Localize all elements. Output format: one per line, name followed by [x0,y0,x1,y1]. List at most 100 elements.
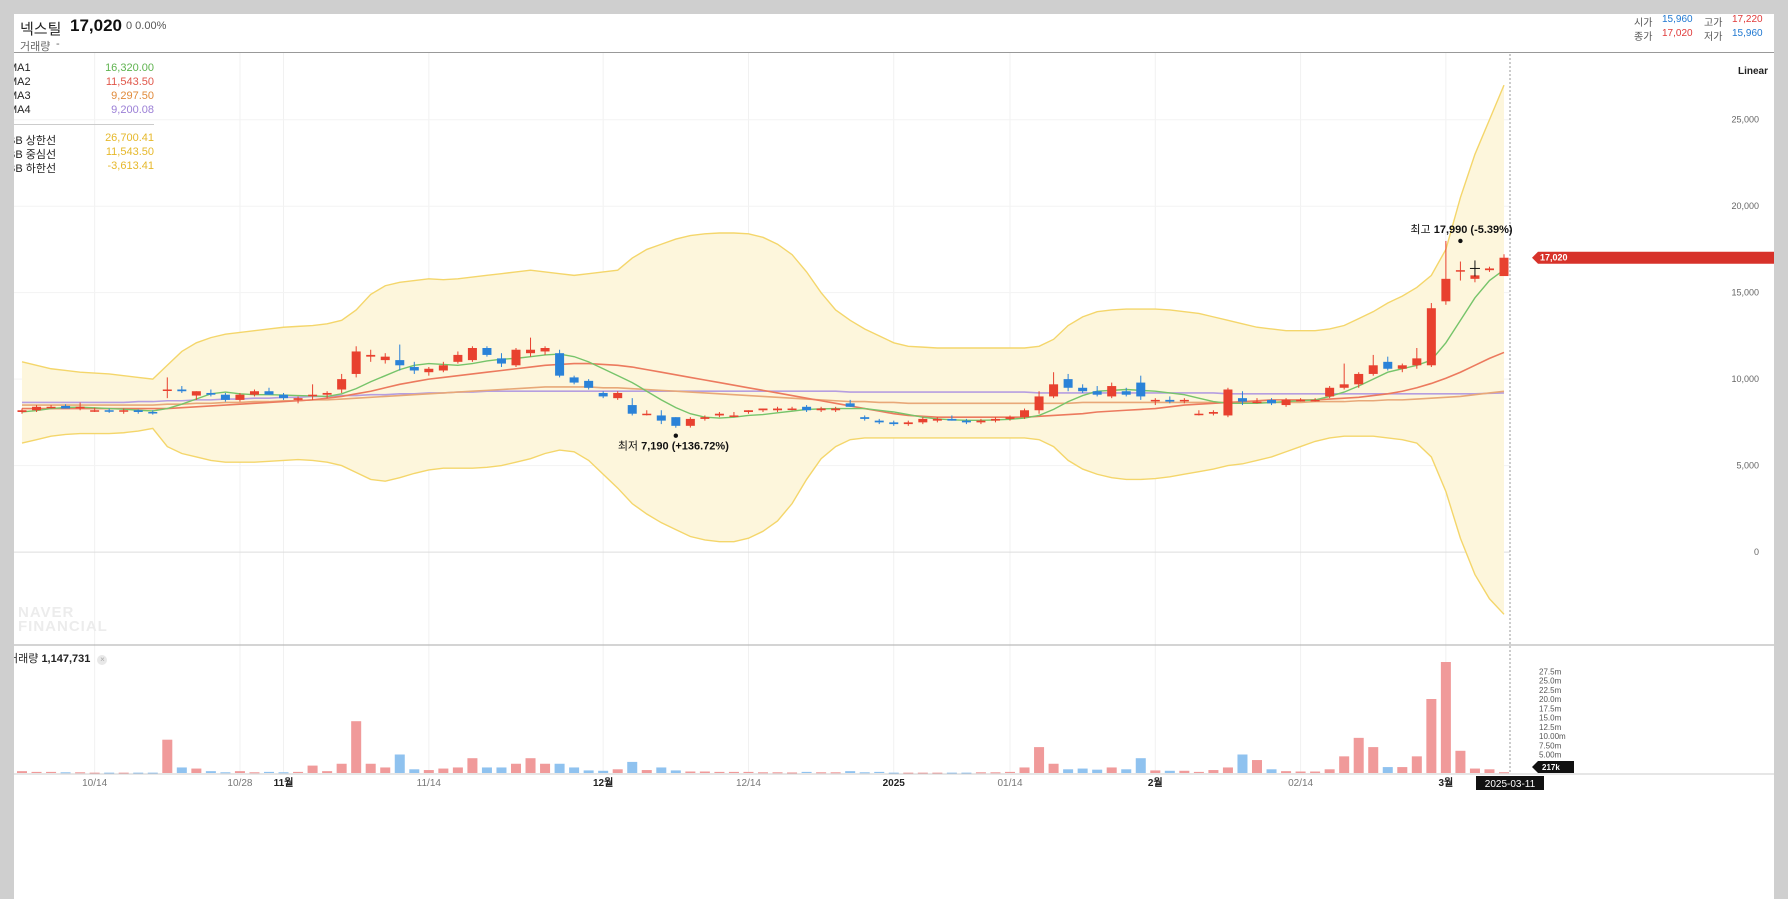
volume-bar [351,721,362,773]
stock-price: 17,020 [70,16,122,35]
high-marker [1458,238,1463,244]
volume-bar [176,767,187,773]
volume-bar [1382,767,1393,773]
volume-bar [365,763,376,773]
candle-body [308,394,318,397]
volume-bar [1310,771,1321,773]
candle-body [409,367,419,371]
candle-body [1383,361,1393,369]
chevron-down-icon: ⌄ [1772,66,1774,77]
candle-body [496,358,506,364]
volume-bar [1368,747,1379,773]
axes: 0 5,000 10,000 15,000 20,000 25,000 17,020 5.00… [14,46,1774,790]
volume-bar [714,771,725,773]
volume-bar [1208,770,1219,773]
volume-bar [467,758,478,773]
price-tag-label: 17,020 [1540,253,1568,263]
scale-dropdown[interactable]: Linear⌄ [1738,66,1774,77]
candle-body [540,348,550,352]
candle-body [860,417,870,419]
x-tick-label: 2025 [883,778,906,789]
volume-bar [133,772,144,774]
volume-bar [1121,769,1132,773]
volume-bar [1469,768,1480,773]
candle-body [773,408,783,411]
candle-body [889,422,899,425]
volume-bar [1266,769,1277,773]
candle-body [1470,275,1480,279]
volume-label: 거래량 [20,41,51,53]
candle-body [380,356,390,361]
candle-body [293,398,303,400]
y-tick-label: 15,000 [1731,288,1759,298]
candle-body [1208,411,1218,414]
legend-ma3: MA3 9,297.50 [14,90,154,102]
candle-body [1455,270,1465,272]
volume-bar [234,771,245,773]
candle-body [526,349,536,354]
candle-body [743,410,753,412]
volume-tick-label: 27.5m [1539,667,1562,676]
volume-bar [1222,767,1233,773]
volume-tick-label: 25.0m [1539,677,1562,686]
volume-bar [278,772,289,774]
volume-panel-label: 거래량 1,147,731 × [14,650,108,666]
candle-body [264,391,274,395]
volume-bar [1150,770,1161,773]
chart-frame: 0 5,000 10,000 15,000 20,000 25,000 17,020 5.00… [14,14,1774,899]
x-tick-label: 12월 [593,777,613,789]
volume-bar [990,772,1001,774]
candle-body [395,360,405,366]
volume-bar [685,771,696,773]
high-annotation: 최고 17,990 (-5.39%) [1410,223,1513,236]
price-tag [1532,251,1774,264]
legend-separator [14,124,154,125]
candle-body [351,351,361,374]
candle-body [467,348,477,361]
volume-bar [772,772,783,774]
candle-body [1339,384,1349,388]
candle-body [46,406,56,409]
candle-body [438,365,448,371]
candle-body [642,413,652,416]
legend-bb-lower: BB 하한선 -3,613.41 [14,160,154,175]
volume-bar [104,772,115,774]
y-tick-label: 10,000 [1731,374,1759,384]
candle-body [162,389,172,392]
candle-body [133,410,143,412]
volume-bar [46,771,57,773]
y-tick-label: 0 [1754,547,1759,557]
volume-bar [699,771,710,773]
volume-bar [1237,754,1248,773]
candle-body [119,410,129,412]
y-tick-label: 25,000 [1731,115,1759,125]
volume-bar [1498,772,1510,774]
bb-fill [22,85,1504,615]
candle-body [1136,382,1146,397]
stock-change: 0 0.00% [126,20,167,32]
candle-body [90,410,100,412]
candle-body [656,415,666,421]
volume-bar [554,763,565,773]
price-chart[interactable]: 0 5,000 10,000 15,000 20,000 25,000 17,020 5.00… [14,14,1774,899]
volume-bar [118,772,129,774]
candle-body [220,394,230,400]
volume-bar [1411,756,1422,773]
candle-body [555,353,565,376]
volume-tag-label: 217k [1542,763,1560,772]
candle-body [177,389,187,392]
close-icon[interactable]: × [97,655,108,665]
volume-bar [1034,747,1045,773]
low-marker [673,433,679,438]
open-price: 시가 15,960 [1634,14,1693,29]
legend-ma1: MA1 16,320.00 [14,62,154,74]
candle-body [1092,391,1102,395]
candle-body [279,394,289,399]
candle-body [206,392,216,395]
volume-bar [75,772,86,774]
candle-body [932,418,942,421]
volume-bar [961,772,972,774]
volume-bar [510,763,522,773]
candle-body [1150,399,1160,402]
candle-body [816,408,826,411]
